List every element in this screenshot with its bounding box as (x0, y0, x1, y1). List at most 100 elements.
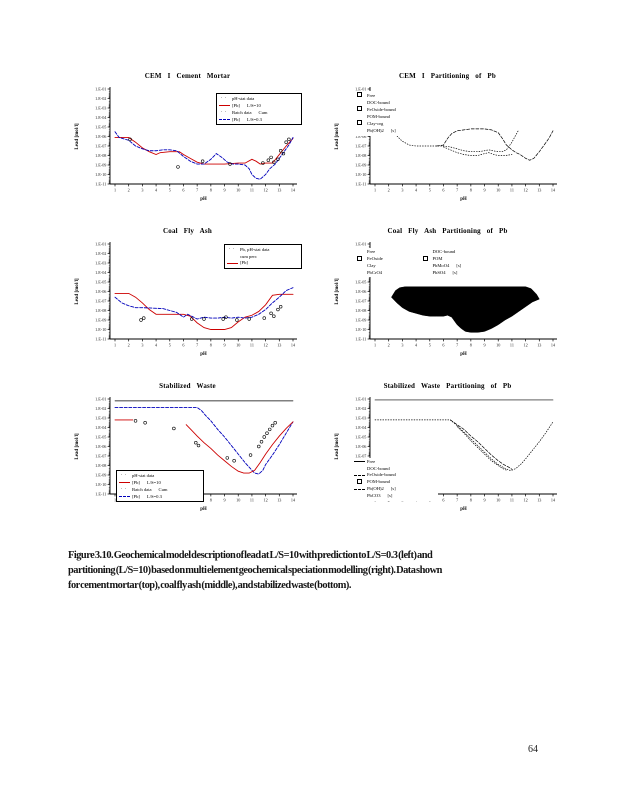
legend-label: pH-stat data (132, 472, 155, 478)
legend-label-2: L/S=0.3 (246, 116, 262, 122)
legend-label: cum perc (240, 253, 257, 259)
legend-item: PbCO3 [s] (354, 493, 436, 500)
svg-text:11: 11 (250, 343, 254, 348)
svg-text:11: 11 (250, 188, 254, 193)
legend-label: Pb(OH)2 (367, 127, 384, 133)
svg-text:1: 1 (114, 498, 116, 503)
svg-text:1.E-01: 1.E-01 (95, 397, 106, 402)
svg-text:9: 9 (483, 188, 485, 193)
svg-text:pH: pH (460, 352, 467, 357)
svg-text:4: 4 (415, 343, 418, 348)
svg-text:1.E-09: 1.E-09 (95, 163, 106, 168)
svg-text:1.E-09: 1.E-09 (95, 318, 106, 323)
svg-text:1.E-05: 1.E-05 (95, 280, 106, 285)
svg-text:1.E-01: 1.E-01 (355, 87, 366, 92)
legend-item: Free (354, 249, 413, 256)
svg-text:1.E-10: 1.E-10 (355, 172, 366, 177)
svg-text:1.E-05: 1.E-05 (95, 435, 106, 440)
chart-cement-mortar: CEM I Cement Mortar 1.E-01 1.E-02 1.E-03 1.… (70, 72, 305, 222)
caption-line-1: Figure 3.10. Geochemical model descripti… (68, 550, 433, 561)
legend-swatch-icon (354, 459, 365, 466)
legend-swatch-icon (219, 103, 230, 110)
legend-swatch-icon: ·· (120, 473, 129, 478)
svg-text:14: 14 (291, 343, 296, 348)
svg-text:pH: pH (460, 197, 467, 202)
svg-text:13: 13 (277, 188, 281, 193)
legend-item: DOC-bound (354, 100, 436, 107)
svg-text:1.E-08: 1.E-08 (355, 153, 366, 158)
svg-text:6: 6 (442, 498, 444, 503)
svg-text:11: 11 (510, 343, 514, 348)
svg-text:1.E-06: 1.E-06 (355, 134, 366, 139)
svg-text:2: 2 (128, 343, 130, 348)
legend-item: PbCrO4 (354, 270, 413, 277)
svg-text:8: 8 (210, 498, 212, 503)
svg-text:1.E-04: 1.E-04 (95, 270, 107, 275)
svg-text:7: 7 (456, 498, 458, 503)
legend-item: cum perc (227, 254, 299, 261)
legend-label: PbMoO4 (432, 263, 450, 269)
legend-label: Batch data (132, 486, 152, 492)
svg-text:1.E-07: 1.E-07 (355, 144, 366, 149)
svg-text:1.E-01: 1.E-01 (355, 397, 366, 402)
svg-text:4: 4 (155, 343, 158, 348)
legend-label-2: [s] (452, 269, 458, 275)
svg-text:2: 2 (388, 343, 390, 348)
svg-text:1.E-07: 1.E-07 (355, 454, 366, 459)
svg-text:4: 4 (415, 188, 418, 193)
legend-label: PbCO3 (367, 492, 381, 498)
svg-text:1.E-08: 1.E-08 (95, 308, 106, 313)
chart-stabilized-waste-partitioning: Stabilized Waste Partitioning of Pb 1.E-… (330, 382, 565, 532)
svg-text:1.E-04: 1.E-04 (95, 425, 107, 430)
svg-text:14: 14 (551, 498, 556, 503)
svg-text:1.E-03: 1.E-03 (95, 261, 106, 266)
svg-text:13: 13 (277, 498, 281, 503)
svg-text:1.E-11: 1.E-11 (355, 337, 366, 342)
svg-text:1.E-10: 1.E-10 (355, 327, 366, 332)
chart-legend: Free DOC-bound FeOxide-bound POM-bound Clay-… (352, 91, 438, 136)
svg-text:14: 14 (291, 188, 296, 193)
svg-text:9: 9 (223, 498, 225, 503)
svg-text:8: 8 (470, 343, 472, 348)
legend-item: DOC-bound (354, 466, 436, 473)
legend-item: PbSO4 [s] (420, 270, 479, 277)
legend-label: POM-bound (367, 479, 390, 485)
svg-text:1.E-01: 1.E-01 (95, 242, 106, 247)
legend-label-2: [s] (456, 263, 462, 269)
chart-title: Stabilized Waste (159, 382, 216, 390)
svg-text:1.E-10: 1.E-10 (95, 482, 106, 487)
legend-item: FeOxide-bound (354, 106, 436, 114)
svg-text:14: 14 (551, 343, 556, 348)
svg-text:1.E-11: 1.E-11 (355, 182, 366, 187)
svg-text:1.E-11: 1.E-11 (95, 337, 106, 342)
legend-label: FeOxide (367, 256, 383, 262)
svg-text:1.E-10: 1.E-10 (95, 327, 106, 332)
legend-item: POM (420, 255, 479, 264)
legend-label: POM (432, 256, 443, 262)
svg-text:1.E-03: 1.E-03 (95, 106, 106, 111)
svg-text:1.E-11: 1.E-11 (95, 182, 106, 187)
svg-text:3: 3 (141, 188, 143, 193)
svg-text:5: 5 (429, 188, 431, 193)
svg-text:2: 2 (128, 188, 130, 193)
legend-label: Pb, pH-stat data (240, 246, 270, 252)
legend-swatch-icon: ·· (228, 247, 237, 252)
legend-label: Free (367, 459, 376, 464)
legend-label: PbCrO4 (367, 269, 383, 275)
legend-label: FeOxide-bound (367, 106, 396, 112)
legend-label: Free (367, 249, 376, 254)
svg-text:8: 8 (210, 188, 212, 193)
svg-text:1.E-06: 1.E-06 (95, 444, 106, 449)
svg-text:8: 8 (210, 343, 212, 348)
chart-title: CEM I Cement Mortar (144, 72, 231, 80)
svg-text:1.E-08: 1.E-08 (95, 463, 106, 468)
chart-legend: ·· pH-stat data [Pb] L/S=10 ·· Batch data Cum[… (216, 93, 302, 126)
svg-text:Lead [mol/l]: Lead [mol/l] (335, 123, 340, 150)
legend-swatch-icon (354, 92, 365, 100)
svg-text:9: 9 (483, 343, 485, 348)
plot-canvas: 1.E-01 1.E-02 1.E-03 1.E-04 1.E-05 1.E-06 1.E-… (75, 242, 297, 357)
legend-swatch-icon (119, 494, 130, 501)
legend-label: Batch data (232, 109, 252, 115)
legend-swatch-icon (354, 255, 365, 264)
